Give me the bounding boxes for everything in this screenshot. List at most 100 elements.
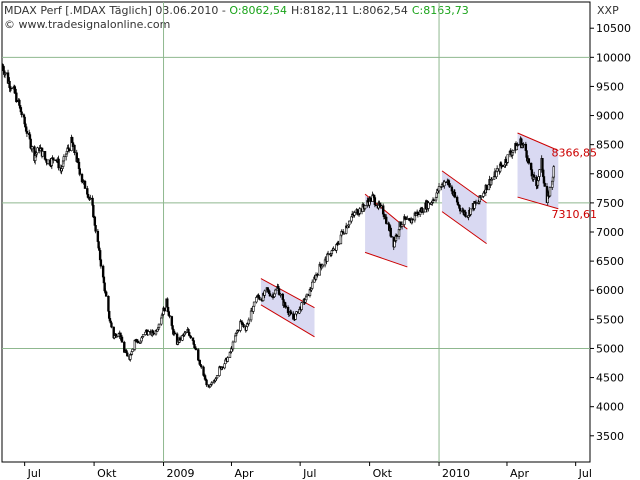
candle-body (101, 265, 105, 278)
y-tick-label: 9500 (596, 80, 624, 93)
candle-body (163, 307, 166, 312)
header-title: MDAX Perf [.MDAX Täglich] 03.06.2010 (4, 4, 219, 17)
candle-body (274, 289, 277, 295)
candle-body (20, 111, 23, 116)
candle-body (300, 302, 303, 310)
header-low: L:8062,54 (352, 4, 408, 17)
candle-body (363, 205, 367, 209)
candle-body (18, 99, 21, 106)
candle-body (166, 298, 169, 308)
candle-body (73, 144, 76, 154)
candle-body (136, 340, 140, 343)
channel-upper-line (517, 132, 559, 151)
x-tick-label: Apr (510, 467, 530, 480)
channel-lower-line (517, 196, 559, 210)
candle-body (178, 337, 182, 341)
candle-body (543, 182, 546, 187)
candle-body (94, 225, 97, 232)
candle-body (9, 87, 13, 90)
candle-body (421, 211, 425, 214)
y-tick-label: 6000 (596, 284, 624, 297)
candle-body (532, 174, 536, 178)
candle-body (437, 186, 441, 192)
plot-frame (1, 1, 591, 463)
candle-body (353, 212, 356, 216)
candle-body (247, 319, 251, 325)
candle-body (30, 146, 34, 150)
y-tick-label: 6500 (596, 255, 624, 268)
candle-body (490, 178, 494, 181)
candle-body (517, 144, 520, 146)
chart-header: MDAX Perf [.MDAX Täglich] 03.06.2010 - O… (4, 4, 469, 17)
candle-body (326, 253, 330, 255)
candle-body (131, 348, 134, 352)
candle-body (548, 187, 552, 197)
candle-body (400, 224, 404, 227)
candle-body (252, 301, 256, 307)
candle-body (485, 184, 488, 191)
candle-body (36, 147, 39, 154)
candle-body (255, 297, 258, 303)
candle-body (77, 161, 81, 169)
candle-body (295, 311, 298, 315)
candle-body (173, 332, 177, 335)
candle-body (358, 208, 361, 214)
y-tick-label: 7500 (596, 197, 624, 210)
candle-body (552, 166, 555, 178)
candle-body (104, 291, 108, 297)
candle-body (187, 332, 191, 336)
candle-body (234, 335, 237, 343)
candle-body (130, 351, 134, 355)
x-tick-label: Apr (234, 467, 254, 480)
candle-body (126, 352, 129, 357)
x-tick-label: 2009 (167, 467, 195, 480)
channel-lower-line (441, 211, 487, 245)
candle-body (120, 336, 124, 343)
candle-body (191, 337, 195, 341)
candle-body (160, 317, 163, 325)
candle-body (469, 208, 472, 215)
candle-body (83, 181, 87, 189)
candle-body (348, 220, 351, 226)
candle-body (474, 202, 478, 204)
candle-body (115, 335, 118, 338)
candle-body (98, 250, 102, 261)
candle-body (184, 332, 187, 334)
header-close: C:8163,73 (411, 4, 469, 17)
candle-body (395, 234, 398, 237)
candle-body (379, 204, 383, 207)
candle-body (541, 158, 544, 171)
candle-body (443, 181, 446, 187)
candle-body (289, 311, 293, 315)
price-annotation: 8366,85 (552, 146, 598, 159)
candle-body (197, 349, 200, 361)
candle-body (215, 375, 219, 379)
y-tick-label: 8500 (596, 139, 624, 152)
candle-body (89, 197, 92, 200)
candle-body (538, 169, 541, 177)
candle-body (52, 157, 55, 161)
candle-body (57, 158, 60, 169)
candle-body (286, 307, 290, 314)
candle-body (200, 365, 203, 368)
candle-body (15, 92, 18, 103)
candle-body (210, 382, 214, 385)
candle-body (337, 243, 340, 245)
candle-body (480, 196, 483, 198)
candle-body (284, 305, 288, 308)
candle-body (524, 143, 528, 151)
x-tick-label: Jul (578, 467, 592, 480)
candle-body (305, 293, 309, 297)
candle-body (321, 264, 324, 267)
axis-unit-label: XXP (597, 4, 619, 17)
candle-body (237, 329, 240, 332)
channel-lower-line (364, 251, 408, 268)
candle-body (157, 323, 161, 328)
candle-body (406, 218, 409, 220)
candle-body (279, 293, 282, 296)
candle-body (374, 204, 377, 207)
candle-body (107, 296, 110, 312)
candle-body (311, 281, 314, 289)
x-tick-label: Jul (27, 467, 41, 480)
